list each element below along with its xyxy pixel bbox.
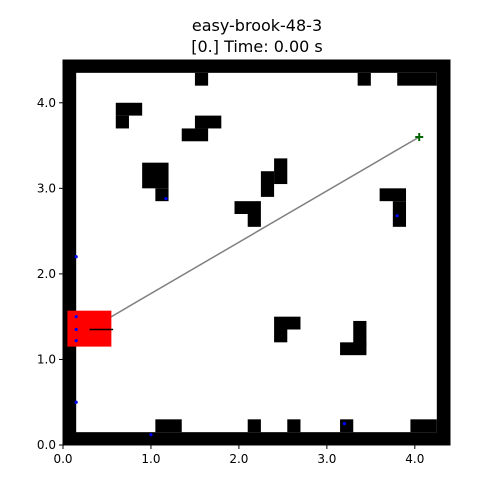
wall-block — [194, 115, 222, 129]
x-tick-label: 1.0 — [141, 452, 160, 466]
wall-block — [397, 72, 437, 86]
maze-layer — [63, 60, 450, 445]
chart-title: easy-brook-48-3 — [192, 16, 322, 35]
sensor-point — [164, 197, 168, 201]
chart-subtitle: [0.] Time: 0.00 s — [191, 37, 323, 56]
y-tick-label: 2.0 — [37, 267, 56, 281]
wall-block — [340, 419, 354, 433]
y-tick-label: 3.0 — [37, 181, 56, 195]
sensor-point — [149, 433, 153, 437]
wall-block — [155, 419, 182, 433]
wall-block — [274, 316, 301, 330]
x-tick-label: 3.0 — [317, 452, 336, 466]
wall-block — [274, 329, 288, 343]
wall-block — [287, 419, 301, 433]
wall-block — [115, 102, 143, 116]
wall-block — [142, 162, 169, 189]
y-tick-label: 1.0 — [37, 352, 56, 366]
wall-block — [260, 171, 275, 197]
path-line — [89, 136, 420, 331]
sensor-point — [395, 214, 399, 218]
x-tick-label: 4.0 — [405, 452, 424, 466]
outer-wall — [436, 60, 450, 445]
wall-block — [353, 320, 367, 347]
outer-wall — [63, 432, 450, 445]
wall-block — [410, 419, 437, 433]
x-tick-label: 2.0 — [229, 452, 248, 466]
axes-frame — [62, 59, 451, 446]
wall-block — [247, 419, 261, 433]
robot-body — [67, 310, 112, 347]
outer-wall — [63, 60, 77, 445]
wall-block — [357, 72, 371, 86]
axes: 0.0 1.0 2.0 3.0 4.0 0.0 1.0 2.0 3.0 4.0 — [37, 59, 451, 466]
plot-area — [63, 60, 450, 445]
outer-wall — [63, 60, 450, 73]
sensor-point — [74, 327, 78, 332]
sensor-point — [74, 255, 78, 259]
wall-block — [340, 342, 367, 356]
wall-block — [247, 214, 261, 227]
wall-block — [181, 128, 209, 142]
sensor-point — [342, 422, 347, 426]
wall-block — [379, 188, 407, 202]
wall-block — [274, 158, 288, 185]
x-tick-label: 0.0 — [53, 452, 72, 466]
wall-block — [194, 72, 209, 86]
goal-marker — [415, 133, 424, 141]
sensor-point — [74, 339, 78, 343]
y-tick-label: 4.0 — [37, 96, 56, 110]
sensor-point — [74, 315, 78, 319]
wall-block — [115, 115, 129, 129]
y-tick-label: 0.0 — [37, 438, 56, 452]
wall-block — [392, 201, 407, 227]
wall-block — [234, 201, 261, 214]
sensor-point — [74, 400, 78, 404]
